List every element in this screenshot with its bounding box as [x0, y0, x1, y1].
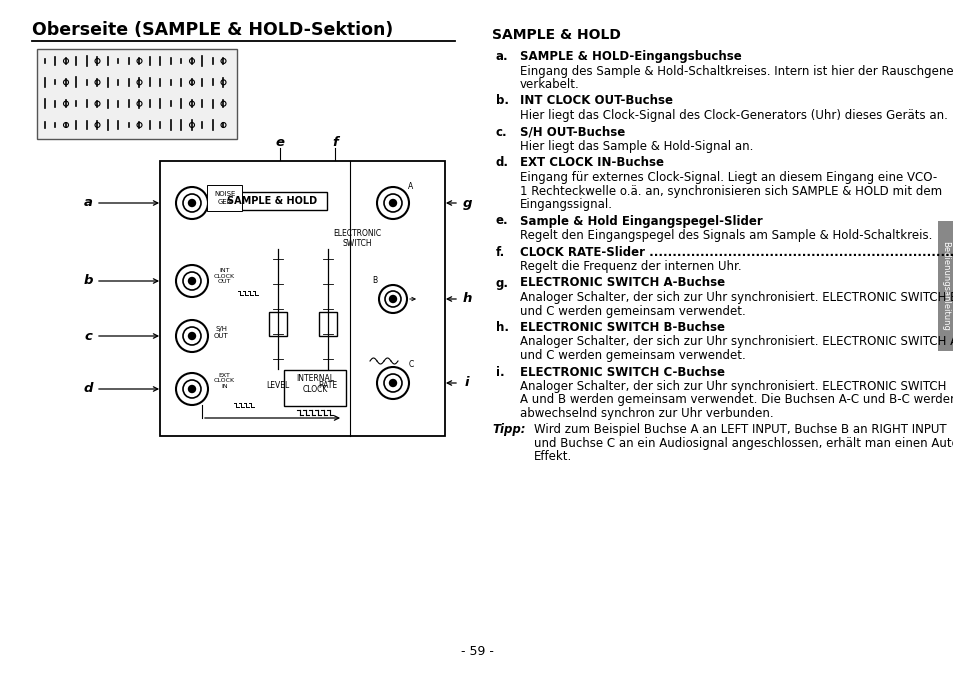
- Text: und C werden gemeinsam verwendet.: und C werden gemeinsam verwendet.: [519, 349, 745, 362]
- Bar: [318, 312, 336, 336]
- Text: a: a: [84, 197, 92, 210]
- Text: g: g: [462, 197, 471, 210]
- Circle shape: [189, 199, 195, 206]
- Circle shape: [389, 295, 396, 302]
- Circle shape: [189, 278, 195, 285]
- Text: d: d: [83, 383, 92, 395]
- Text: Tipp:: Tipp:: [492, 423, 525, 437]
- Bar: [284, 370, 346, 406]
- Text: h: h: [462, 293, 471, 306]
- Text: e.: e.: [496, 214, 508, 228]
- Text: Oberseite (SAMPLE & HOLD-Sektion): Oberseite (SAMPLE & HOLD-Sektion): [32, 21, 393, 39]
- Text: Bedienungsanleitung: Bedienungsanleitung: [941, 241, 949, 331]
- Text: ELECTRONIC SWITCH A-Buchse: ELECTRONIC SWITCH A-Buchse: [519, 276, 724, 289]
- Circle shape: [189, 385, 195, 393]
- Text: i: i: [464, 377, 469, 389]
- Bar: [216, 192, 327, 210]
- Bar: [37, 49, 236, 139]
- Text: Regelt den Eingangspegel des Signals am Sample & Hold-Schaltkreis.: Regelt den Eingangspegel des Signals am …: [519, 229, 931, 242]
- Text: RATE: RATE: [318, 381, 337, 390]
- Text: Analoger Schalter, der sich zur Uhr synchronisiert. ELECTRONIC SWITCH B: Analoger Schalter, der sich zur Uhr sync…: [519, 291, 953, 304]
- Text: a.: a.: [496, 50, 508, 63]
- Text: S/H OUT-Buchse: S/H OUT-Buchse: [519, 126, 624, 139]
- Text: f.: f.: [496, 245, 505, 258]
- Text: Eingang für externes Clock-Signal. Liegt an diesem Eingang eine VCO-: Eingang für externes Clock-Signal. Liegt…: [519, 171, 936, 184]
- Text: B: B: [372, 276, 377, 285]
- Circle shape: [389, 199, 396, 206]
- Text: CLOCK RATE-Slider ..............................................................: CLOCK RATE-Slider ......................…: [519, 245, 953, 258]
- Text: c: c: [84, 329, 91, 343]
- Text: b: b: [83, 274, 92, 287]
- Text: und C werden gemeinsam verwendet.: und C werden gemeinsam verwendet.: [519, 304, 745, 318]
- Text: d.: d.: [496, 157, 509, 170]
- Text: A: A: [408, 182, 414, 191]
- Text: ELECTRONIC SWITCH C-Buchse: ELECTRONIC SWITCH C-Buchse: [519, 366, 724, 379]
- Text: Analoger Schalter, der sich zur Uhr synchronisiert. ELECTRONIC SWITCH: Analoger Schalter, der sich zur Uhr sync…: [519, 380, 945, 393]
- Text: SAMPLE & HOLD: SAMPLE & HOLD: [227, 196, 316, 206]
- Text: ELECTRONIC
SWITCH: ELECTRONIC SWITCH: [333, 229, 380, 248]
- Text: f: f: [332, 137, 337, 149]
- Text: Regelt die Frequenz der internen Uhr.: Regelt die Frequenz der internen Uhr.: [519, 260, 740, 273]
- Text: C: C: [408, 360, 414, 369]
- Text: NOISE
GEN: NOISE GEN: [213, 191, 235, 205]
- Text: und Buchse C an ein Audiosignal angeschlossen, erhält man einen Auto-Pan-: und Buchse C an ein Audiosignal angeschl…: [534, 437, 953, 450]
- Text: S/H
OUT: S/H OUT: [213, 327, 229, 339]
- Text: Analoger Schalter, der sich zur Uhr synchronisiert. ELECTRONIC SWITCH A: Analoger Schalter, der sich zur Uhr sync…: [519, 335, 953, 349]
- Text: g.: g.: [496, 276, 509, 289]
- Bar: [937, 221, 953, 351]
- Text: LEVEL: LEVEL: [266, 381, 290, 390]
- Text: 1 Rechteckwelle o.ä. an, synchronisieren sich SAMPLE & HOLD mit dem: 1 Rechteckwelle o.ä. an, synchronisieren…: [519, 185, 942, 197]
- Text: INT
CLOCK
OUT: INT CLOCK OUT: [213, 268, 234, 285]
- Circle shape: [189, 333, 195, 339]
- Circle shape: [389, 379, 396, 387]
- Text: INTERNAL
CLOCK: INTERNAL CLOCK: [295, 375, 334, 393]
- Text: verkabelt.: verkabelt.: [519, 78, 579, 91]
- Text: Hier liegt das Clock-Signal des Clock-Generators (Uhr) dieses Geräts an.: Hier liegt das Clock-Signal des Clock-Ge…: [519, 109, 947, 122]
- Text: SAMPLE & HOLD: SAMPLE & HOLD: [492, 28, 620, 42]
- Text: e: e: [275, 137, 284, 149]
- Text: Effekt.: Effekt.: [534, 450, 572, 464]
- Text: INT CLOCK OUT-Buchse: INT CLOCK OUT-Buchse: [519, 95, 672, 107]
- Text: i.: i.: [496, 366, 504, 379]
- Text: abwechselnd synchron zur Uhr verbunden.: abwechselnd synchron zur Uhr verbunden.: [519, 407, 773, 420]
- Text: EXT
CLOCK
IN: EXT CLOCK IN: [213, 372, 234, 389]
- Text: SAMPLE & HOLD-Eingangsbuchse: SAMPLE & HOLD-Eingangsbuchse: [519, 50, 741, 63]
- Text: c.: c.: [496, 126, 507, 139]
- Bar: [269, 312, 287, 336]
- Text: ELECTRONIC SWITCH B-Buchse: ELECTRONIC SWITCH B-Buchse: [519, 321, 724, 334]
- Text: EXT CLOCK IN-Buchse: EXT CLOCK IN-Buchse: [519, 157, 663, 170]
- Text: Hier liegt das Sample & Hold-Signal an.: Hier liegt das Sample & Hold-Signal an.: [519, 140, 753, 153]
- Bar: [160, 161, 444, 436]
- Text: A und B werden gemeinsam verwendet. Die Buchsen A-C und B-C werden: A und B werden gemeinsam verwendet. Die …: [519, 393, 953, 406]
- Text: h.: h.: [496, 321, 509, 334]
- Text: Wird zum Beispiel Buchse A an LEFT INPUT, Buchse B an RIGHT INPUT: Wird zum Beispiel Buchse A an LEFT INPUT…: [534, 423, 945, 437]
- Text: Eingang des Sample & Hold-Schaltkreises. Intern ist hier der Rauschgenerator: Eingang des Sample & Hold-Schaltkreises.…: [519, 64, 953, 78]
- Text: Sample & Hold Eingangspegel-Slider: Sample & Hold Eingangspegel-Slider: [519, 214, 762, 228]
- Text: - 59 -: - 59 -: [460, 645, 493, 658]
- Text: Eingangssignal.: Eingangssignal.: [519, 198, 613, 211]
- Text: b.: b.: [496, 95, 509, 107]
